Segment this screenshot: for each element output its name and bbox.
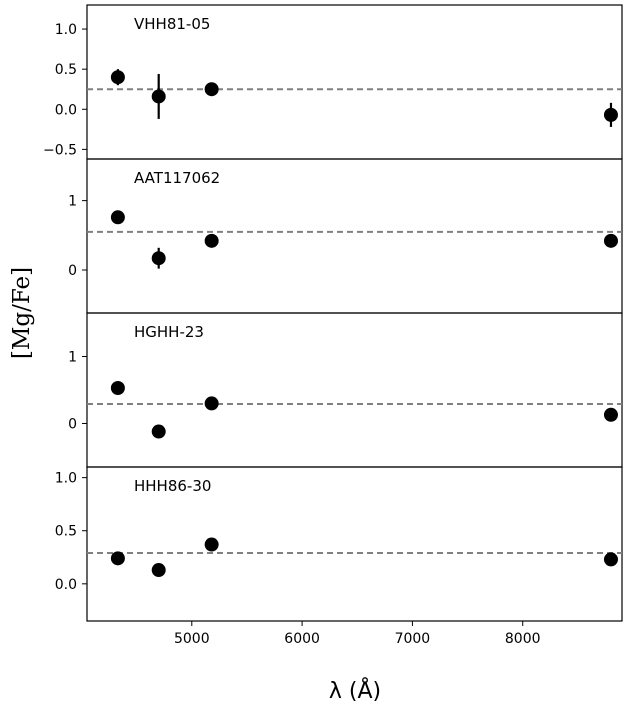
data-point: [151, 424, 166, 439]
y-tick-label: −0.5: [43, 142, 77, 158]
y-tick-label: 0.5: [55, 62, 77, 78]
data-point: [151, 563, 166, 578]
y-tick-label: 1.0: [55, 22, 77, 38]
data-point: [151, 89, 166, 104]
x-axis-label: λ (Å): [329, 677, 381, 704]
y-tick-label: 0: [68, 263, 77, 279]
data-point: [151, 251, 166, 266]
panel-hhh86-30: 0.0 0.5 1.0 HHH86-30: [55, 466, 623, 622]
data-point: [110, 551, 125, 566]
y-tick-label: 1: [68, 350, 77, 366]
data-point: [204, 396, 219, 411]
panels: −0.5 0.0 0.5 1.0 VHH81-05 0 1 AAT117062 0 1 HGHH-2…: [43, 4, 623, 622]
y-tick-label: 0.5: [55, 524, 77, 540]
data-point: [110, 70, 125, 85]
data-point: [603, 233, 618, 248]
panel-label: HGHH-23: [134, 323, 204, 341]
y-tick-label: 0.0: [55, 577, 77, 593]
data-point: [603, 107, 618, 122]
y-tick-label: 1.0: [55, 471, 77, 487]
y-axis-label: [Mg/Fe]: [9, 267, 35, 359]
y-tick-label: 0: [68, 416, 77, 432]
panel-hghh-23: 0 1 HGHH-23: [68, 312, 623, 468]
data-point: [204, 537, 219, 552]
data-point: [603, 407, 618, 422]
data-point: [603, 552, 618, 567]
data-point: [110, 380, 125, 395]
y-tick-label: 1: [68, 194, 77, 210]
x-tick-label: 7000: [395, 631, 431, 647]
y-tick-label: 0.0: [55, 102, 77, 118]
panel-label: AAT117062: [134, 169, 220, 187]
panel-vhh81-05: −0.5 0.0 0.5 1.0 VHH81-05: [43, 4, 623, 160]
x-axis: 5000 6000 7000 8000: [174, 621, 541, 647]
panel-label: HHH86-30: [134, 477, 211, 495]
x-tick-label: 8000: [505, 631, 541, 647]
data-point: [110, 210, 125, 225]
panel-aat117062: 0 1 AAT117062: [68, 158, 623, 314]
panel-label: VHH81-05: [134, 15, 210, 33]
x-tick-label: 5000: [174, 631, 210, 647]
data-point: [204, 233, 219, 248]
data-point: [204, 82, 219, 97]
panel-frame: [86, 466, 623, 622]
x-tick-label: 6000: [284, 631, 320, 647]
